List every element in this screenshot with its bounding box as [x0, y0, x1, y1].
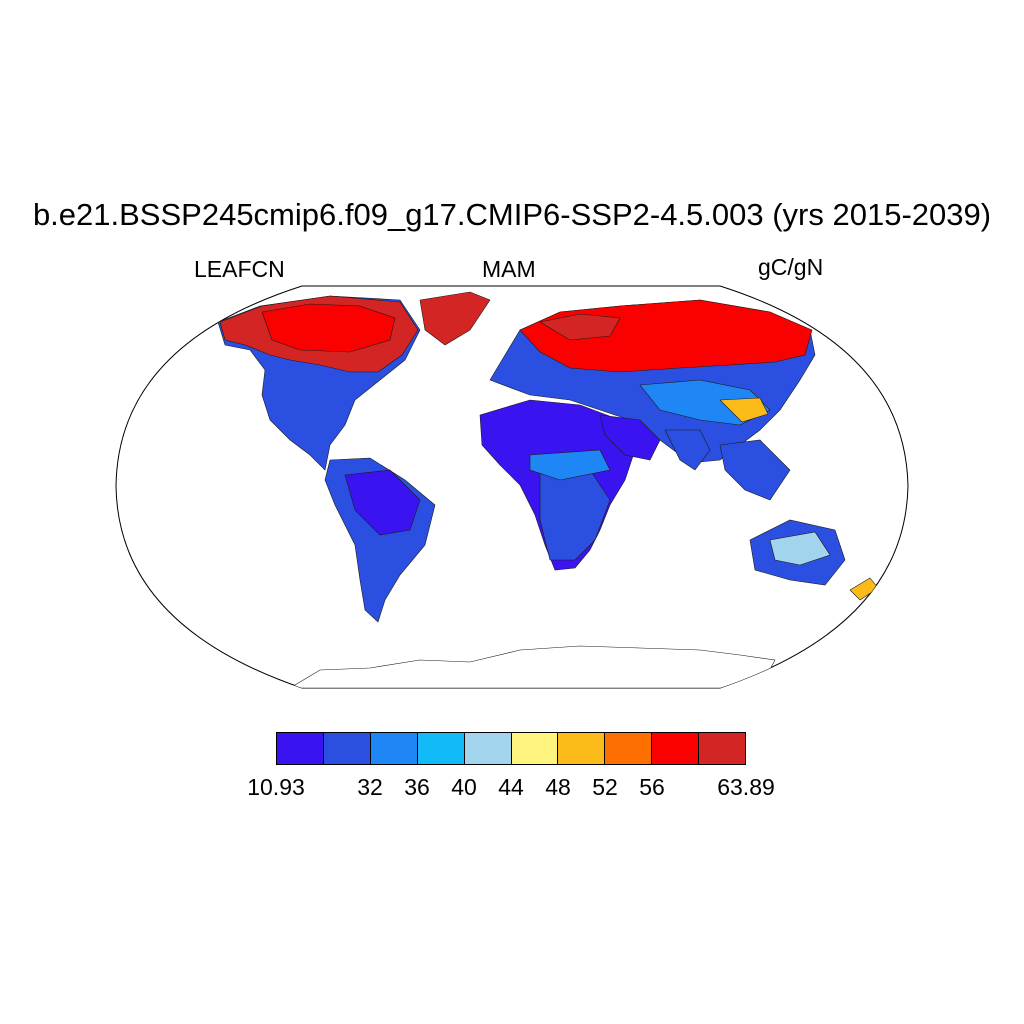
eurasia-mid-yellow — [719, 397, 769, 423]
colorbar-tick-label: 10.93 — [247, 774, 305, 800]
south-america-central — [344, 469, 421, 536]
colorbar-swatch — [464, 733, 512, 764]
colorbar-swatch — [699, 733, 746, 764]
antarctica — [288, 645, 776, 688]
india — [664, 429, 711, 471]
colorbar-swatch — [323, 733, 371, 764]
colorbar-swatch — [417, 733, 465, 764]
map-title: b.e21.BSSP245cmip6.f09_g17.CMIP6-SSP2-4.… — [32, 197, 992, 232]
colorbar-swatch — [511, 733, 559, 764]
africa-sahel — [529, 449, 611, 481]
colorbar-tick-label: 56 — [639, 774, 665, 800]
colorbar-tick-label: 40 — [451, 774, 477, 800]
colorbar-swatch — [652, 733, 700, 764]
colorbar-swatch — [558, 733, 606, 764]
africa-south — [539, 469, 611, 561]
greenland — [419, 291, 491, 346]
colorbar-tick-label: 52 — [592, 774, 618, 800]
australia-inner — [769, 531, 831, 566]
arabia — [599, 414, 661, 461]
variable-label: LEAFCN — [194, 256, 285, 282]
season-label: MAM — [482, 256, 536, 282]
colorbar-tick-label: 32 — [357, 774, 383, 800]
southeast-asia — [719, 439, 791, 501]
eurasia-boreal-dark — [539, 313, 621, 341]
colorbar-tick-label: 44 — [498, 774, 524, 800]
colorbar-tick-label: 48 — [545, 774, 571, 800]
colorbar-swatch — [370, 733, 418, 764]
units-label: gC/gN — [758, 254, 824, 280]
colorbar — [276, 732, 746, 765]
colorbar-swatch — [277, 733, 324, 764]
colorbar-tick-label: 36 — [404, 774, 430, 800]
colorbar-swatch — [605, 733, 653, 764]
north-america-boreal-hot — [261, 303, 396, 353]
colorbar-tick-label: 63.89 — [717, 774, 775, 800]
